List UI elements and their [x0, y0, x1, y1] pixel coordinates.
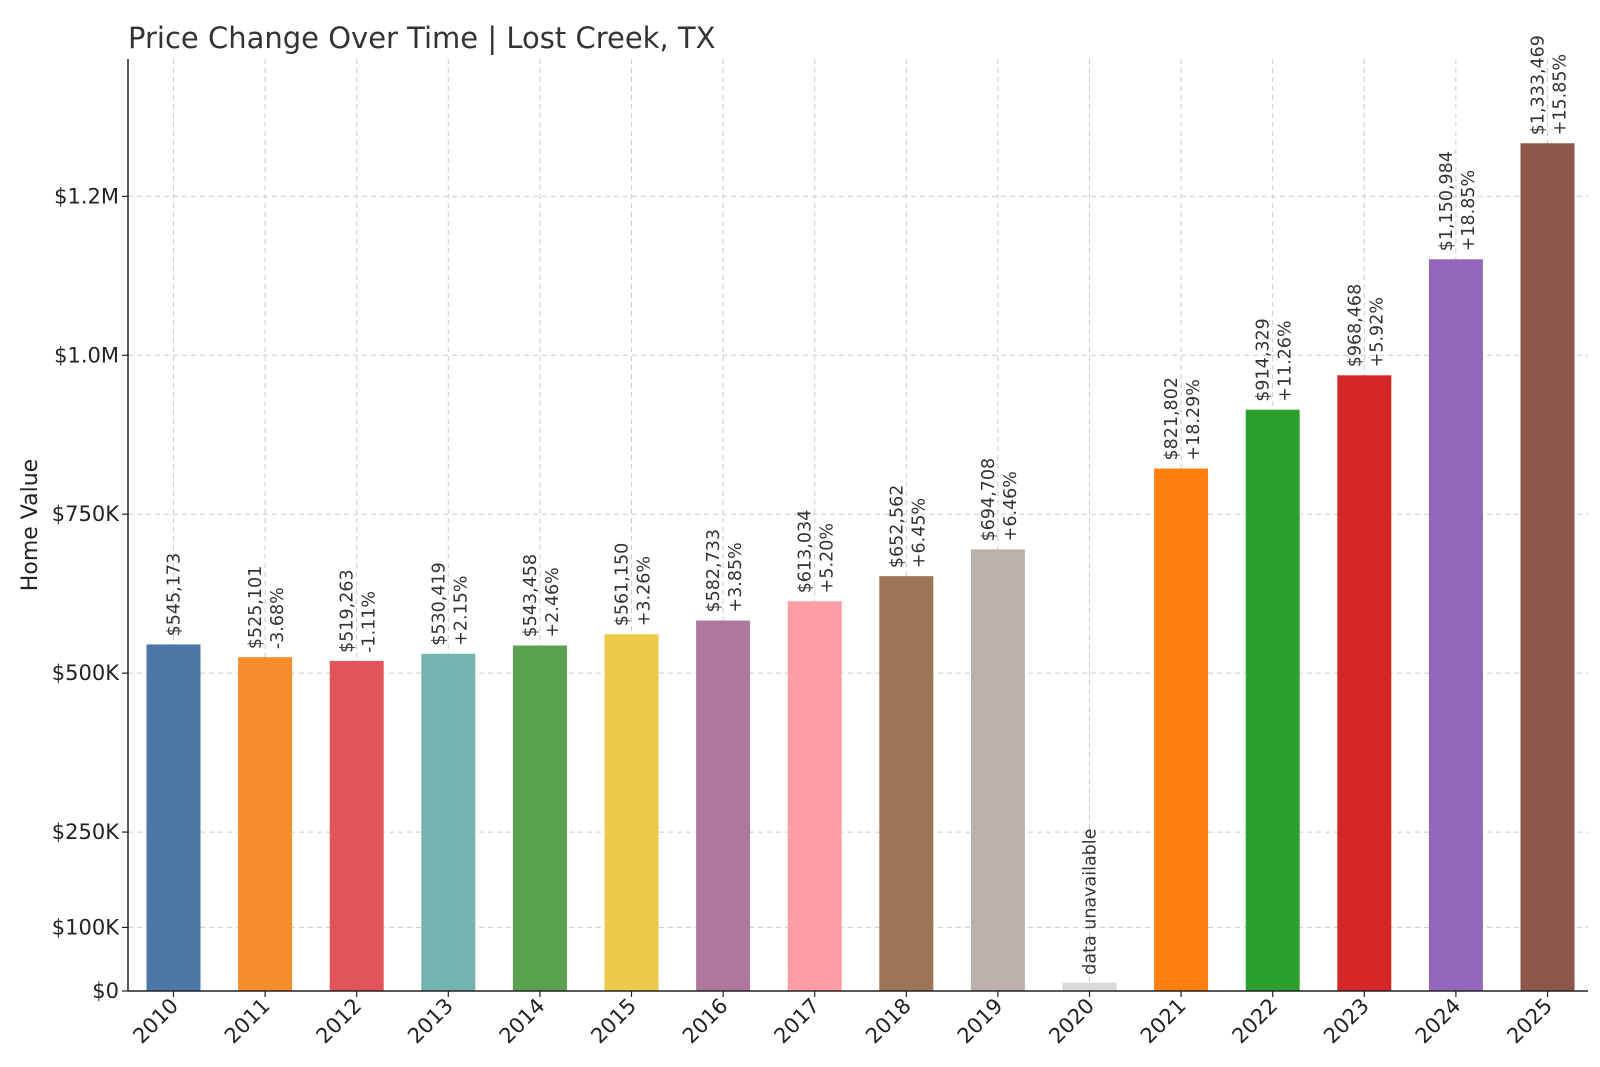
bar	[238, 657, 293, 991]
value-label: $821,802	[1162, 377, 1182, 461]
bar	[787, 601, 842, 991]
x-tick-label: 2021	[1136, 994, 1191, 1049]
value-label: $652,562	[887, 485, 907, 569]
change-label: +11.26%	[1276, 320, 1296, 401]
y-tick-label: $750K	[52, 502, 120, 526]
x-tick-label: 2024	[1411, 994, 1466, 1049]
change-label: +5.92%	[1367, 297, 1387, 367]
change-label: +6.46%	[1001, 471, 1021, 541]
x-tick-label: 2019	[953, 994, 1008, 1049]
bar	[879, 576, 934, 991]
change-label: +5.20%	[818, 523, 838, 593]
change-label: +18.85%	[1459, 170, 1479, 251]
x-tick-label: 2023	[1319, 994, 1374, 1049]
bar	[1428, 259, 1483, 991]
bar	[512, 645, 567, 991]
bar	[146, 644, 201, 991]
bar	[421, 653, 476, 991]
change-label: +3.85%	[726, 542, 746, 612]
value-label: $530,419	[429, 562, 449, 646]
bar-layer	[146, 143, 1575, 992]
change-label: +15.85%	[1551, 54, 1571, 135]
x-tick-label: 2022	[1227, 994, 1282, 1049]
bar	[1520, 143, 1575, 991]
x-tick-label: 2015	[586, 994, 641, 1049]
y-tick-label: $250K	[52, 820, 120, 844]
change-label: -3.68%	[268, 587, 288, 649]
change-label: +2.15%	[451, 576, 471, 646]
bar	[1337, 375, 1392, 991]
x-tick-label: 2012	[311, 994, 366, 1049]
x-tick-label: 2013	[403, 994, 458, 1049]
value-label: $1,150,984	[1437, 151, 1457, 251]
value-label: $543,458	[521, 554, 541, 638]
change-label: +2.46%	[543, 567, 563, 637]
value-label: $968,468	[1345, 284, 1365, 368]
y-tick-label: $100K	[52, 915, 120, 939]
change-label: -1.11%	[360, 591, 380, 653]
x-tick-label: 2011	[220, 994, 275, 1049]
y-tick-label: $500K	[52, 661, 120, 685]
x-tick-label: 2014	[495, 994, 550, 1049]
bar	[604, 634, 659, 991]
bar-missing	[1062, 982, 1117, 991]
value-label: $519,263	[338, 569, 358, 653]
x-tick-label: 2010	[128, 994, 183, 1049]
x-tick-label: 2016	[678, 994, 733, 1049]
bar	[1245, 409, 1300, 991]
value-label: $694,708	[979, 458, 999, 542]
x-tick-label: 2025	[1502, 994, 1557, 1049]
value-label: $914,329	[1254, 318, 1274, 402]
y-axis-label: Home Value	[18, 459, 43, 591]
bar	[1154, 468, 1209, 992]
y-tick-label: $1.0M	[54, 343, 119, 367]
value-label: $613,034	[796, 510, 816, 594]
bar	[329, 660, 384, 991]
x-tick-label: 2018	[861, 994, 916, 1049]
value-label: $1,333,469	[1529, 35, 1549, 135]
value-label: $525,101	[246, 566, 266, 650]
value-label: $582,733	[704, 529, 724, 613]
value-label: $545,173	[165, 553, 185, 637]
value-label: $561,150	[613, 543, 633, 627]
change-label: +18.29%	[1184, 379, 1204, 460]
x-tick-label: 2017	[769, 994, 824, 1049]
bar	[970, 549, 1025, 991]
bar	[696, 620, 751, 991]
change-label: +6.45%	[909, 498, 929, 568]
missing-data-label: data unavailable	[1081, 829, 1101, 975]
chart-title: Price Change Over Time | Lost Creek, TX	[128, 21, 715, 55]
y-tick-label: $1.2M	[54, 184, 119, 208]
change-label: +3.26%	[635, 556, 655, 626]
x-tick-label: 2020	[1044, 994, 1099, 1049]
y-tick-label: $0	[92, 979, 119, 1003]
bar-labels: $545,173 $525,101 -3.68% $519,263 -1.11% $530…	[165, 35, 1571, 975]
